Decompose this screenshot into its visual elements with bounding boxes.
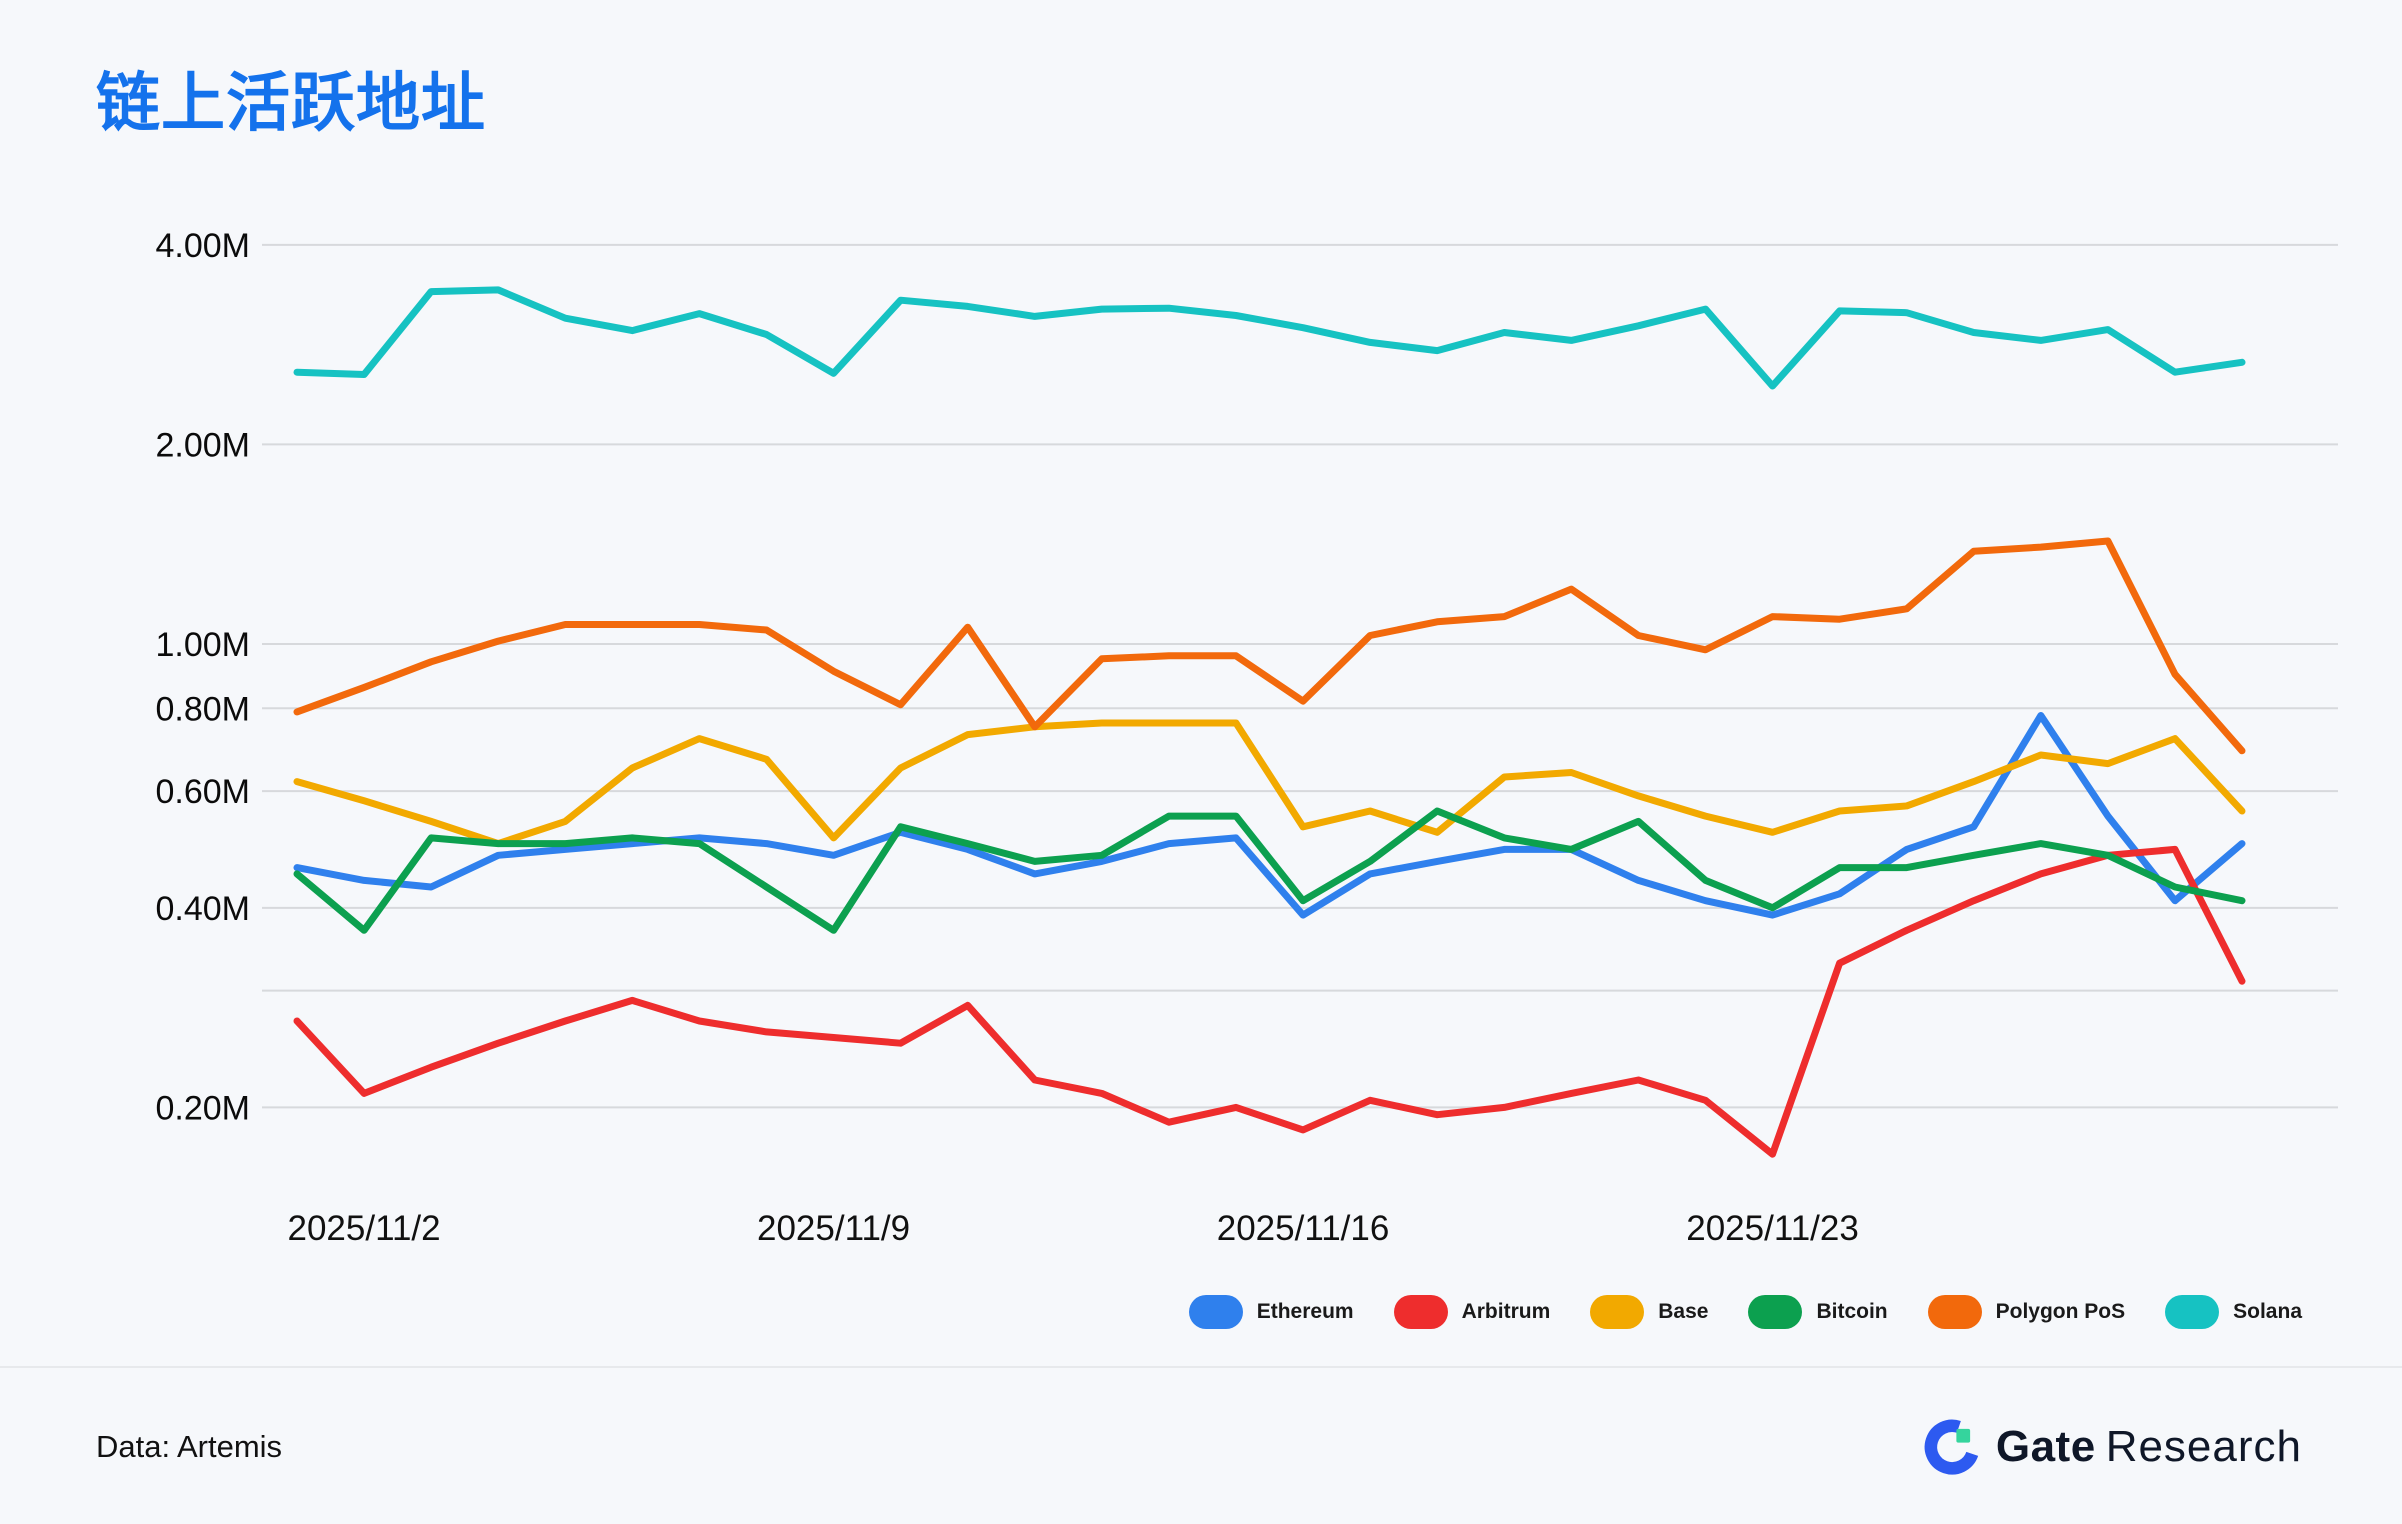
legend-swatch-icon [1748,1295,1803,1329]
gate-logo-icon [1924,1419,1979,1475]
series-line-ethereum [293,712,2246,919]
series-line-solana [293,286,2246,390]
y-axis-label: 2.00M [156,426,251,464]
legend-label: Arbitrum [1461,1300,1551,1323]
series-line-bitcoin [293,807,2246,934]
chart-legend: Ethereum Arbitrum Base Bitcoin Polygon PoS So… [0,1282,2302,1342]
legend-label: Solana [2233,1300,2302,1323]
brand-name-light: Research [2105,1422,2302,1471]
y-axis-label: 4.00M [156,227,251,265]
footer-divider [0,1366,2402,1368]
active-addresses-line-chart: 4.00M 2.00M 1.00M 0.80M 0.60M 0.40M 0.20M 2025/… [156,227,2338,1248]
data-source-label: Data: Artemis [96,1429,283,1464]
y-axis-label: 0.40M [156,890,251,928]
legend-swatch-icon [1927,1295,1982,1329]
legend-swatch-icon [1188,1295,1243,1329]
legend-label: Bitcoin [1816,1300,1888,1323]
legend-item-base[interactable]: Base [1590,1295,1708,1329]
gate-research-logo: Gate Research [1922,1417,2302,1477]
legend-swatch-icon [1590,1295,1645,1329]
x-axis-label: 2025/11/16 [1217,1209,1390,1248]
legend-item-bitcoin[interactable]: Bitcoin [1748,1295,1888,1329]
legend-item-arbitrum[interactable]: Arbitrum [1393,1295,1551,1329]
legend-item-solana[interactable]: Solana [2165,1295,2302,1329]
y-axis-label: 1.00M [156,626,251,664]
y-axis-label: 0.80M [156,690,251,728]
brand-name-bold: Gate [1995,1422,2096,1471]
x-axis-label: 2025/11/23 [1686,1209,1859,1248]
legend-swatch-icon [2165,1295,2220,1329]
x-axis-label: 2025/11/2 [288,1209,441,1248]
series-line-arbitrum [293,845,2246,1158]
footer: Data: Artemis Gate Research [0,1400,2402,1494]
page-title: 链上活跃地址 [96,67,486,139]
legend-item-ethereum[interactable]: Ethereum [1188,1295,1354,1329]
series-line-base [293,719,2246,848]
series-line-polygon-pos [293,537,2246,755]
legend-label: Polygon PoS [1995,1300,2126,1323]
legend-swatch-icon [1393,1295,1448,1329]
x-axis-label: 2025/11/9 [757,1209,910,1248]
legend-label: Base [1658,1300,1709,1323]
y-axis-label: 0.20M [156,1089,251,1127]
legend-label: Ethereum [1256,1300,1354,1323]
legend-item-polygon-pos[interactable]: Polygon PoS [1927,1295,2126,1329]
y-axis-label: 0.60M [156,773,251,811]
